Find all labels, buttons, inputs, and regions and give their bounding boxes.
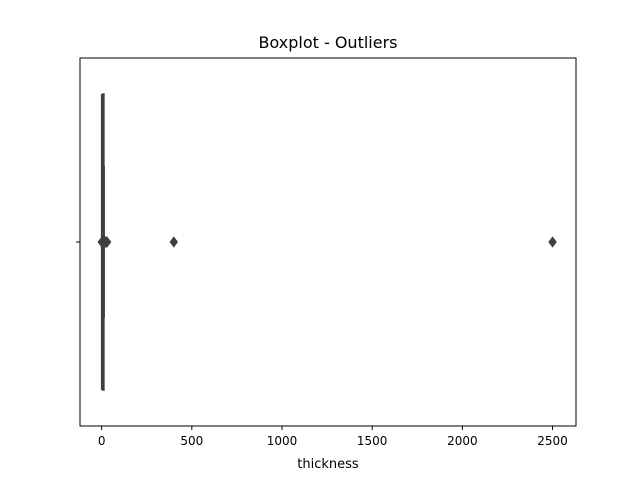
outlier-point (548, 236, 557, 248)
x-axis: 0 500 1000 1500 2000 2500 (76, 57, 577, 448)
outlier-point (102, 236, 112, 248)
x-tick-label: 1000 (267, 434, 298, 448)
x-tick-label: 2500 (537, 434, 568, 448)
plot-area (97, 93, 557, 391)
plot-frame (79, 57, 577, 427)
x-axis-label: thickness (297, 457, 359, 472)
x-tick-label: 1500 (357, 434, 388, 448)
x-tick-label: 500 (180, 434, 203, 448)
x-tick-label: 0 (98, 434, 106, 448)
x-tick-label: 2000 (447, 434, 478, 448)
outlier-point (169, 236, 179, 248)
chart-title: Boxplot - Outliers (258, 33, 397, 52)
